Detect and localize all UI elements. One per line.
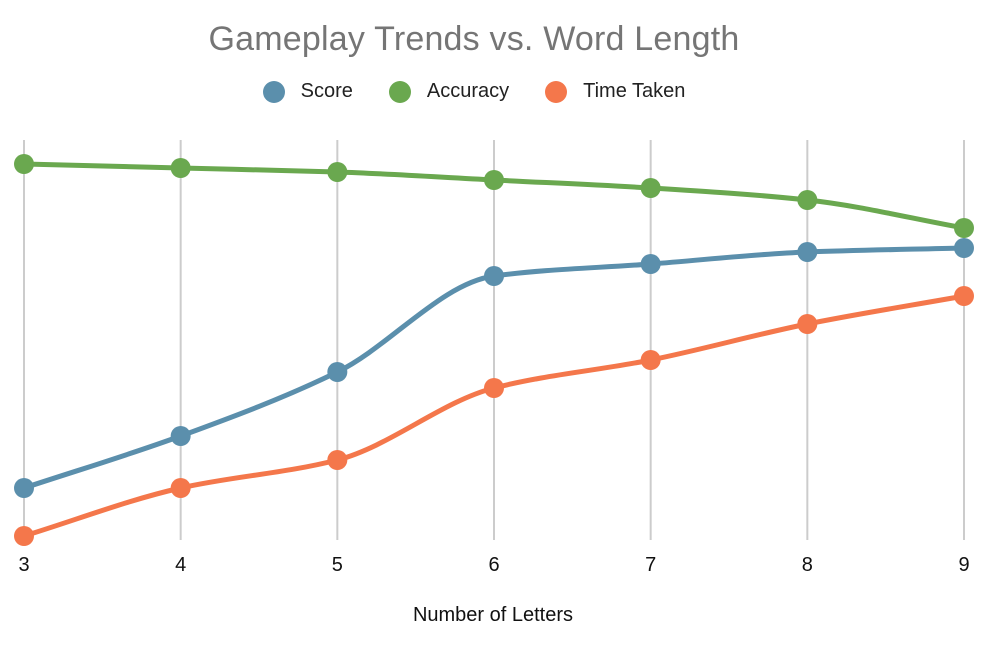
data-point-time-taken-9[interactable]: [954, 286, 974, 306]
chart-title: Gameplay Trends vs. Word Length: [208, 20, 740, 58]
x-tick-label: 7: [645, 554, 656, 576]
data-point-time-taken-6[interactable]: [484, 378, 504, 398]
x-tick-label: 4: [175, 554, 186, 576]
legend-item-accuracy[interactable]: Accuracy: [388, 80, 510, 103]
legend-label-time-taken: Time Taken: [583, 80, 686, 102]
data-point-score-5[interactable]: [327, 362, 348, 382]
data-point-score-3[interactable]: [14, 478, 34, 498]
data-point-score-9[interactable]: [954, 238, 974, 258]
data-point-time-taken-3[interactable]: [14, 526, 34, 546]
data-point-accuracy-9[interactable]: [954, 218, 974, 238]
x-tick-label: 8: [802, 554, 813, 576]
legend-item-score[interactable]: Score: [262, 80, 353, 103]
data-point-score-7[interactable]: [640, 254, 661, 274]
data-point-accuracy-7[interactable]: [640, 178, 661, 198]
data-point-accuracy-8[interactable]: [797, 190, 818, 210]
x-tick-label: 3: [18, 554, 29, 576]
x-tick-label: 6: [488, 554, 499, 576]
data-point-time-taken-4[interactable]: [170, 478, 191, 498]
data-point-time-taken-8[interactable]: [797, 314, 818, 334]
x-axis-label: Number of Letters: [412, 604, 574, 626]
legend-swatch-time-taken: [545, 80, 568, 103]
legend: Score Accuracy Time Taken: [0, 80, 948, 103]
x-tick-label: 5: [332, 554, 343, 576]
legend-label-accuracy: Accuracy: [426, 80, 510, 102]
data-point-accuracy-6[interactable]: [484, 170, 504, 190]
data-point-score-8[interactable]: [797, 242, 818, 262]
data-point-accuracy-3[interactable]: [14, 154, 34, 174]
x-tick-label: 9: [958, 554, 969, 576]
data-point-time-taken-5[interactable]: [327, 450, 348, 470]
legend-item-time-taken[interactable]: Time Taken: [545, 80, 685, 103]
legend-swatch-score: [262, 80, 285, 103]
legend-swatch-accuracy: [388, 80, 411, 103]
data-point-score-6[interactable]: [484, 266, 504, 286]
data-point-accuracy-5[interactable]: [327, 162, 348, 182]
data-point-time-taken-7[interactable]: [640, 350, 661, 370]
legend-label-score: Score: [300, 80, 353, 102]
data-point-accuracy-4[interactable]: [170, 158, 191, 178]
data-point-score-4[interactable]: [170, 426, 191, 446]
